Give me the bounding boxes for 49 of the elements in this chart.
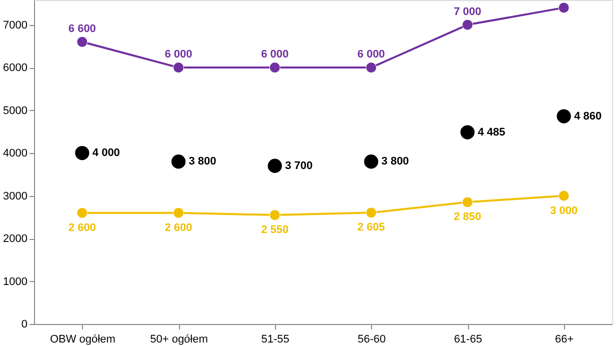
y-tick-label: 5000 bbox=[3, 104, 28, 117]
y-tick-label: 2000 bbox=[3, 233, 28, 246]
point bbox=[173, 62, 184, 74]
data-label: 4 860 bbox=[574, 110, 602, 122]
data-label: 3 700 bbox=[285, 160, 313, 172]
point bbox=[76, 36, 88, 48]
point bbox=[558, 2, 570, 14]
point bbox=[462, 19, 473, 30]
point bbox=[558, 190, 570, 202]
point bbox=[366, 62, 377, 74]
y-tick-label: 4000 bbox=[3, 148, 28, 160]
point bbox=[556, 109, 571, 124]
y-tick-label: 1000 bbox=[3, 276, 28, 288]
data-label: 2 600 bbox=[164, 222, 192, 234]
point bbox=[171, 154, 186, 169]
point bbox=[460, 125, 475, 140]
x-tick-label: 50+ ogółem bbox=[150, 334, 208, 346]
point bbox=[75, 146, 90, 160]
x-tick-label: 66+ bbox=[554, 334, 574, 346]
data-label: 6 000 bbox=[261, 48, 289, 61]
data-label: 3 000 bbox=[550, 204, 578, 217]
x-tick-label: 61-65 bbox=[454, 334, 482, 346]
point bbox=[173, 207, 184, 218]
point bbox=[269, 62, 280, 74]
data-label: 4 485 bbox=[478, 126, 506, 138]
point bbox=[76, 207, 88, 218]
point bbox=[364, 154, 378, 169]
data-label: 3 800 bbox=[381, 156, 409, 168]
data-label: 2 550 bbox=[261, 224, 289, 236]
y-tick-label: 0 bbox=[21, 318, 28, 330]
x-tick-label: 56-60 bbox=[358, 334, 386, 346]
data-label: 2 605 bbox=[357, 222, 385, 234]
x-tick-label: 51-55 bbox=[261, 334, 290, 346]
data-label: 4 000 bbox=[92, 147, 120, 160]
y-tick-label: 3000 bbox=[3, 190, 28, 202]
point bbox=[268, 158, 282, 173]
point bbox=[366, 207, 377, 218]
data-label: 6 600 bbox=[68, 22, 96, 35]
data-label: 7 000 bbox=[454, 6, 482, 18]
data-label: 3 800 bbox=[188, 156, 216, 168]
point bbox=[462, 196, 473, 208]
data-label: 6 000 bbox=[164, 48, 192, 61]
point bbox=[269, 210, 280, 220]
y-tick-label: 7000 bbox=[3, 19, 28, 32]
data-label: 2 850 bbox=[454, 211, 482, 224]
data-label: 6 000 bbox=[357, 48, 385, 61]
data-label: 2 600 bbox=[68, 222, 96, 234]
x-tick-label: OBW ogółem bbox=[50, 334, 116, 346]
y-tick-label: 6000 bbox=[3, 62, 28, 74]
